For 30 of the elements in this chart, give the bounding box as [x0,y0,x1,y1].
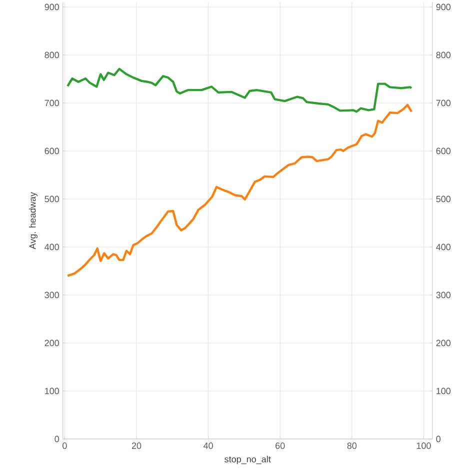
y2-tick-label: 600 [436,148,451,154]
x-tick-label: 80 [347,442,357,449]
y-tick-label: 400 [44,244,60,250]
x-tick-label: 0 [62,442,67,449]
y2-tick-label: 0 [436,436,441,442]
y-tick-label: 700 [44,100,60,106]
x-axis-title: stop_no_alt [224,456,271,464]
x-tick-label: 60 [276,442,285,449]
y2-tick-label: 300 [436,292,451,298]
y-tick-label: 900 [44,4,60,10]
x-tick-label: 20 [132,442,142,449]
x-tick-label: 100 [416,442,431,449]
y-tick-label: 100 [45,388,60,394]
y-tick-label: 800 [44,52,60,58]
y-tick-label: 600 [44,148,60,154]
y-tick-label: 500 [44,196,60,202]
y-tick-label: 300 [44,292,60,298]
y-axis-title: Avg. headway [29,192,38,250]
y2-tick-label: 900 [436,4,451,10]
y2-tick-label: 800 [436,52,451,58]
y2-tick-label: 500 [436,196,451,202]
x-tick-label: 40 [204,442,213,449]
line-series [66,68,413,113]
y-tick-label: 200 [44,340,60,346]
y2-tick-label: 100 [436,388,451,394]
line-series [66,104,413,277]
y-tick-label: 0 [54,436,60,442]
y2-tick-label: 700 [436,100,451,106]
y2-tick-label: 400 [436,244,451,250]
y2-tick-label: 200 [436,340,451,346]
